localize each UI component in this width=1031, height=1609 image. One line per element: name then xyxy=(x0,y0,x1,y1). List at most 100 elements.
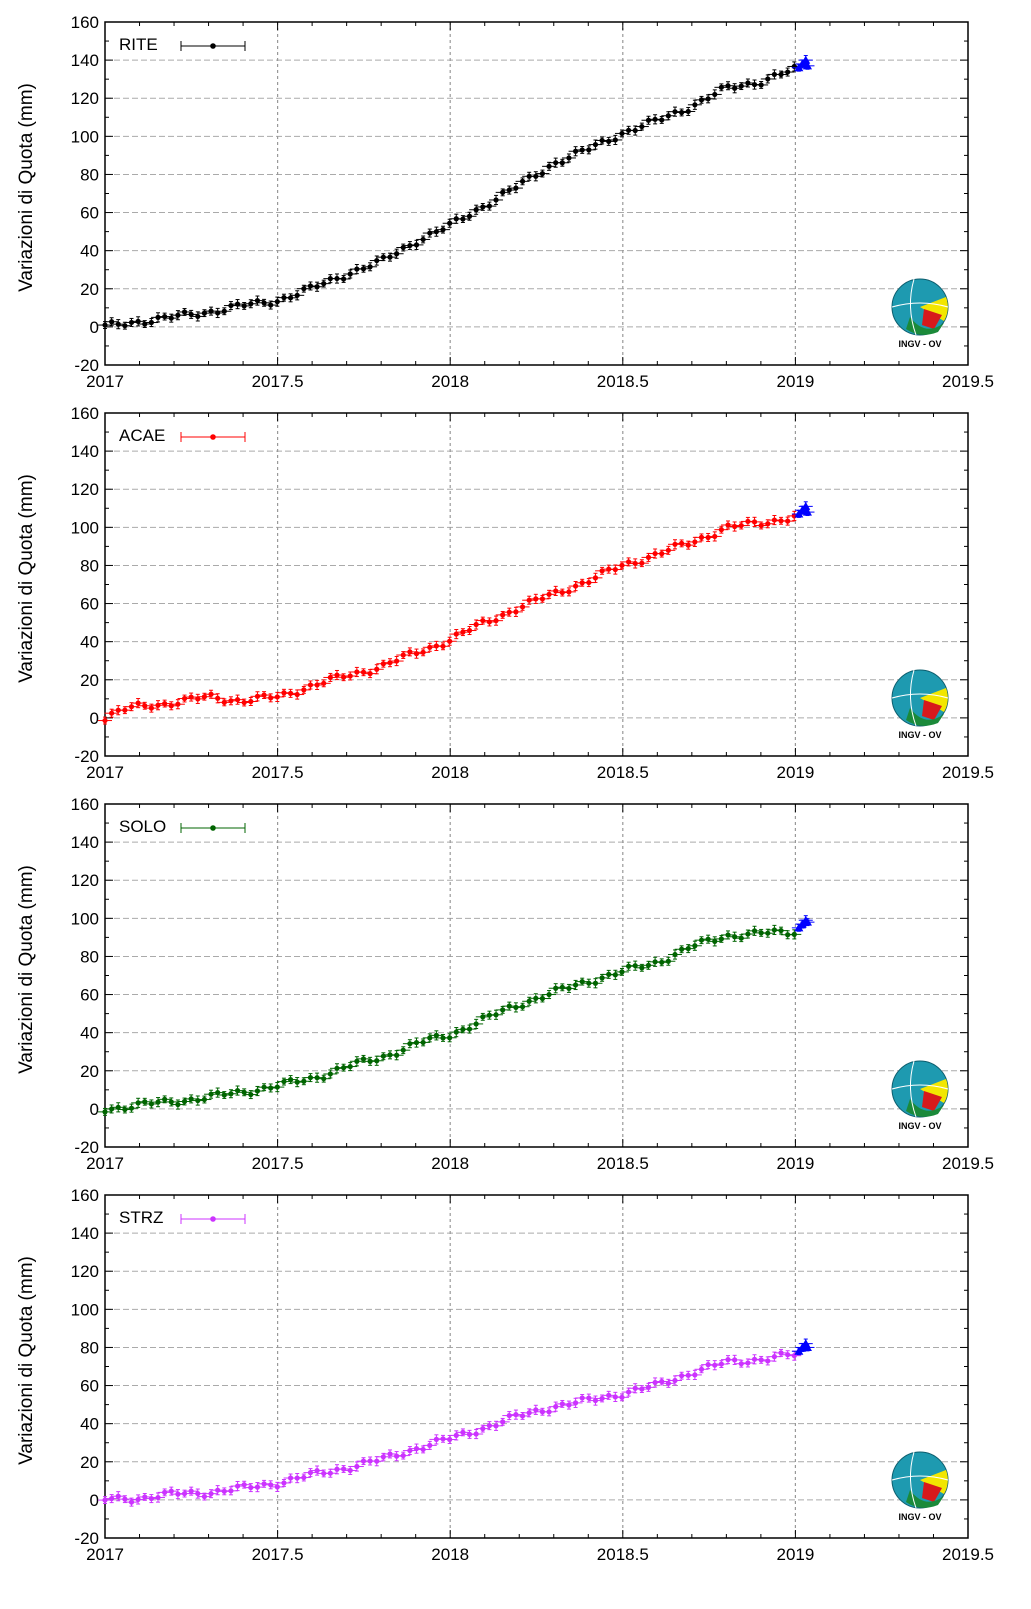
logo-caption: INGV - OV xyxy=(898,1512,941,1522)
logo-meridian xyxy=(910,1451,917,1509)
logo-caption: INGV - OV xyxy=(898,730,941,740)
data-point xyxy=(765,521,771,527)
data-point xyxy=(592,1397,599,1404)
data-point xyxy=(758,1357,764,1363)
data-point xyxy=(341,1065,347,1071)
y-tick-label: 20 xyxy=(80,1453,99,1472)
data-point xyxy=(248,698,254,705)
data-point xyxy=(592,575,599,581)
data-point xyxy=(672,109,678,115)
data-point xyxy=(665,1380,671,1386)
data-point xyxy=(128,1105,135,1111)
data-point xyxy=(526,1410,532,1416)
y-tick-label: 40 xyxy=(80,633,99,652)
plot-frame xyxy=(104,412,969,757)
data-point xyxy=(592,980,599,986)
data-point xyxy=(473,1431,479,1437)
data-point xyxy=(539,995,546,1002)
data-point xyxy=(347,271,353,277)
data-point xyxy=(248,301,254,307)
data-point xyxy=(738,83,744,89)
data-point xyxy=(546,991,552,998)
data-point xyxy=(168,1099,174,1105)
data-point xyxy=(645,554,652,560)
x-tick-label: 2017.5 xyxy=(252,372,304,391)
data-point xyxy=(802,507,812,516)
data-point xyxy=(447,638,453,644)
data-point xyxy=(553,1404,559,1410)
x-tick-label: 2018 xyxy=(431,1545,469,1564)
data-point xyxy=(287,295,294,301)
y-tick-label: 120 xyxy=(71,480,99,499)
data-point xyxy=(427,1442,433,1448)
data-point xyxy=(274,1484,280,1490)
data-point xyxy=(765,930,771,936)
data-point xyxy=(215,1089,221,1096)
data-point xyxy=(559,160,565,166)
data-point xyxy=(228,698,234,704)
data-point xyxy=(314,1075,320,1081)
legend-marker xyxy=(210,825,216,831)
legend: RITE xyxy=(119,35,246,54)
data-point xyxy=(645,962,652,968)
y-tick-label: 60 xyxy=(80,595,99,614)
data-point xyxy=(400,1047,406,1053)
data-point xyxy=(135,1496,141,1503)
data-point xyxy=(102,1109,108,1115)
data-point xyxy=(234,301,241,307)
data-point xyxy=(360,266,367,272)
data-point xyxy=(692,1372,698,1378)
data-point xyxy=(354,1463,360,1470)
data-point xyxy=(420,1446,426,1453)
y-tick-label: 100 xyxy=(71,127,99,146)
data-point xyxy=(181,1490,188,1497)
data-point xyxy=(294,1475,300,1481)
y-tick-label: 80 xyxy=(80,947,99,966)
data-point xyxy=(281,690,287,696)
logo-red-sector xyxy=(922,1482,942,1502)
data-point xyxy=(268,695,274,701)
data-point xyxy=(791,931,797,937)
data-point xyxy=(652,1379,658,1386)
data-point xyxy=(679,109,685,116)
data-point xyxy=(102,322,108,328)
data-point xyxy=(672,951,678,958)
data-point xyxy=(447,220,453,226)
x-tick-label: 2018.5 xyxy=(597,1154,649,1173)
data-point xyxy=(201,1493,208,1500)
data-point xyxy=(128,704,135,710)
data-point xyxy=(208,691,214,697)
y-axis-title: Variazioni di Quota (mm) xyxy=(16,474,37,683)
x-tick-label: 2019.5 xyxy=(942,1154,994,1173)
data-point xyxy=(801,55,811,64)
logo-meridian xyxy=(910,669,917,727)
data-point xyxy=(228,1488,234,1494)
data-point xyxy=(698,1366,705,1372)
ingv-logo: INGV - OV xyxy=(891,1451,949,1522)
logo-meridian xyxy=(910,278,917,336)
data-point xyxy=(625,963,632,969)
data-point xyxy=(672,1377,678,1384)
x-tick-label: 2019 xyxy=(776,1545,814,1564)
y-tick-label: -20 xyxy=(74,356,99,375)
data-point xyxy=(665,958,671,964)
data-point xyxy=(433,229,439,235)
x-tick-label: 2019 xyxy=(776,763,814,782)
data-point xyxy=(553,985,559,991)
data-point xyxy=(466,1026,473,1032)
data-point xyxy=(586,147,592,153)
data-point xyxy=(599,137,605,144)
data-point xyxy=(301,687,307,693)
y-tick-label: 20 xyxy=(80,1062,99,1081)
data-point xyxy=(599,1395,605,1402)
data-point xyxy=(765,76,771,82)
data-point xyxy=(685,108,691,115)
logo-meridian xyxy=(891,1475,949,1481)
data-point xyxy=(453,1029,459,1035)
series-acae xyxy=(98,510,802,725)
data-point xyxy=(679,946,685,952)
logo-meridian xyxy=(910,1060,917,1118)
data-point xyxy=(612,972,618,978)
data-point xyxy=(506,187,512,193)
data-point xyxy=(241,699,247,706)
